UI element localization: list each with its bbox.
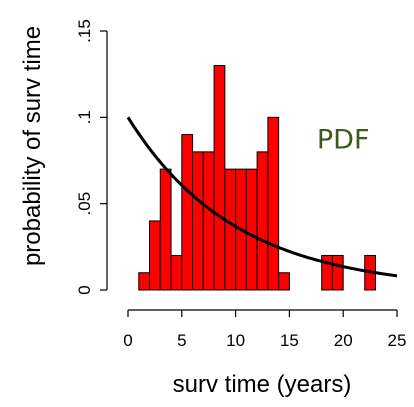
y-tick-label: .05 (75, 192, 94, 216)
histogram-bar (202, 151, 215, 291)
histogram-bar (181, 134, 194, 291)
histogram-bar (245, 168, 258, 291)
y-tick-label: 0 (75, 285, 94, 294)
x-axis: 0 5 10 15 20 25 (123, 309, 407, 350)
histogram-bar (170, 254, 183, 291)
histogram-bar (278, 272, 290, 291)
histogram-bar (159, 168, 172, 291)
histogram-bar (267, 116, 280, 291)
histogram-bar (256, 151, 269, 291)
histogram-bar (224, 168, 237, 291)
y-tick-label: .1 (75, 110, 94, 124)
pdf-curve (126, 116, 398, 278)
histogram-bar (213, 65, 226, 291)
histogram-bars (138, 65, 376, 291)
histogram-bar (192, 151, 204, 291)
x-tick-label: 15 (280, 331, 299, 350)
histogram-bar (138, 272, 151, 291)
y-tick-label: .15 (75, 19, 94, 43)
x-tick-label: 25 (388, 331, 407, 350)
x-tick-label: 10 (226, 331, 245, 350)
x-tick-label: 0 (123, 331, 132, 350)
y-axis-title: probability of surv time (19, 26, 46, 266)
pdf-annotation: PDF (317, 124, 370, 155)
y-axis: 0 .05 .1 .15 (75, 19, 108, 295)
x-tick-label: 5 (177, 331, 186, 350)
histogram-bar (331, 254, 344, 291)
x-axis-title: surv time (years) (173, 371, 352, 398)
x-tick-label: 20 (334, 331, 353, 350)
histogram-bar (149, 220, 161, 291)
